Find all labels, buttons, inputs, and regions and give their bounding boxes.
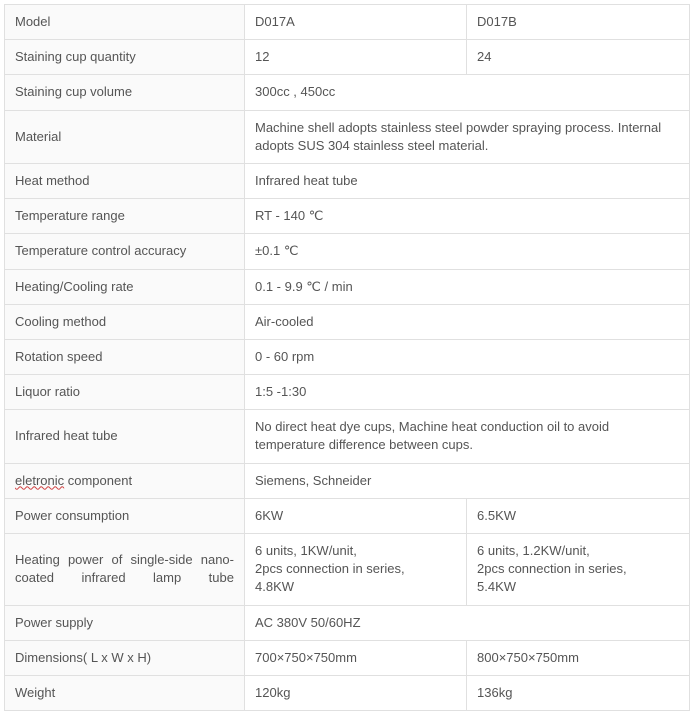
row-value-a: 12 [245, 40, 467, 75]
table-row: eletronic componentSiemens, Schneider [5, 463, 690, 498]
row-value-b: 24 [467, 40, 690, 75]
table-row: Weight120kg136kg [5, 675, 690, 710]
row-label: Cooling method [5, 304, 245, 339]
table-row: ModelD017AD017B [5, 5, 690, 40]
row-label: Heating power of single-side nano-coated… [5, 534, 245, 606]
row-value-a: 120kg [245, 675, 467, 710]
table-row: Infrared heat tubeNo direct heat dye cup… [5, 410, 690, 463]
table-row: Cooling methodAir-cooled [5, 304, 690, 339]
row-value: Machine shell adopts stainless steel pow… [245, 110, 690, 163]
row-value: ±0.1 ℃ [245, 234, 690, 269]
row-label: Staining cup volume [5, 75, 245, 110]
row-label: eletronic component [5, 463, 245, 498]
row-value-b: 6 units, 1.2KW/unit, 2pcs connection in … [467, 534, 690, 606]
row-label: Power supply [5, 605, 245, 640]
row-value-b: 136kg [467, 675, 690, 710]
row-value-a: 6KW [245, 498, 467, 533]
row-value: 1:5 -1:30 [245, 375, 690, 410]
row-label: Power consumption [5, 498, 245, 533]
row-value-a: 700×750×750mm [245, 640, 467, 675]
row-label: Material [5, 110, 245, 163]
table-row: Heating power of single-side nano-coated… [5, 534, 690, 606]
row-value: 300cc , 450cc [245, 75, 690, 110]
table-row: Temperature control accuracy±0.1 ℃ [5, 234, 690, 269]
table-row: Staining cup volume300cc , 450cc [5, 75, 690, 110]
table-row: Power supplyAC 380V 50/60HZ [5, 605, 690, 640]
row-value: 0.1 - 9.9 ℃ / min [245, 269, 690, 304]
table-row: Staining cup quantity1224 [5, 40, 690, 75]
row-value: Siemens, Schneider [245, 463, 690, 498]
row-label: Temperature range [5, 199, 245, 234]
row-value: AC 380V 50/60HZ [245, 605, 690, 640]
spec-table: ModelD017AD017BStaining cup quantity1224… [4, 4, 690, 711]
row-value: Infrared heat tube [245, 163, 690, 198]
row-value-b: 6.5KW [467, 498, 690, 533]
row-value: Air-cooled [245, 304, 690, 339]
row-value: No direct heat dye cups, Machine heat co… [245, 410, 690, 463]
row-label: Rotation speed [5, 339, 245, 374]
row-label: Infrared heat tube [5, 410, 245, 463]
row-label: Temperature control accuracy [5, 234, 245, 269]
row-value-b: 800×750×750mm [467, 640, 690, 675]
row-label: Model [5, 5, 245, 40]
table-row: Heat methodInfrared heat tube [5, 163, 690, 198]
row-value-a: D017A [245, 5, 467, 40]
table-row: Power consumption6KW6.5KW [5, 498, 690, 533]
row-label: Liquor ratio [5, 375, 245, 410]
row-label: Dimensions( L x W x H) [5, 640, 245, 675]
row-label: Staining cup quantity [5, 40, 245, 75]
row-label: Weight [5, 675, 245, 710]
row-label: Heat method [5, 163, 245, 198]
spellcheck-squiggle: eletronic [15, 473, 64, 488]
row-value: RT - 140 ℃ [245, 199, 690, 234]
table-row: Rotation speed0 - 60 rpm [5, 339, 690, 374]
table-row: MaterialMachine shell adopts stainless s… [5, 110, 690, 163]
table-row: Temperature rangeRT - 140 ℃ [5, 199, 690, 234]
row-label: Heating/Cooling rate [5, 269, 245, 304]
table-row: Liquor ratio1:5 -1:30 [5, 375, 690, 410]
row-value-a: 6 units, 1KW/unit, 2pcs connection in se… [245, 534, 467, 606]
row-value: 0 - 60 rpm [245, 339, 690, 374]
table-row: Dimensions( L x W x H)700×750×750mm800×7… [5, 640, 690, 675]
table-row: Heating/Cooling rate0.1 - 9.9 ℃ / min [5, 269, 690, 304]
row-value-b: D017B [467, 5, 690, 40]
